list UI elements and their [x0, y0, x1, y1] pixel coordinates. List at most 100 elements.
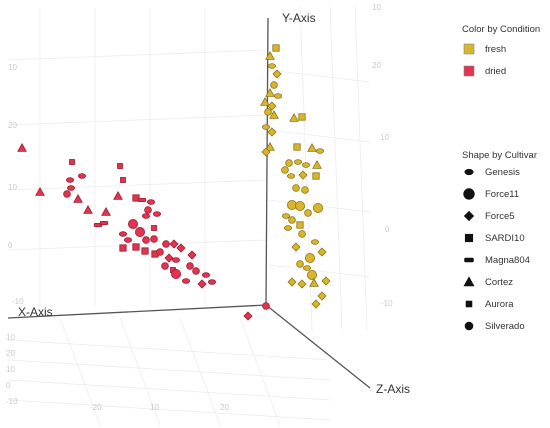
floor-tick-label: 0	[6, 381, 11, 390]
data-point-dried	[120, 177, 126, 183]
data-point-dried	[152, 211, 161, 217]
floor-tick-label: 20	[220, 403, 229, 412]
data-point-fresh	[296, 260, 304, 268]
legend-label: Force11	[485, 188, 520, 200]
data-point-dried	[127, 218, 138, 229]
y-side-tick-label: 10	[8, 183, 17, 192]
z-axis-line	[265, 304, 371, 389]
data-point-fresh	[272, 69, 282, 79]
data-point-fresh	[302, 265, 311, 271]
data-point-fresh	[317, 291, 327, 301]
data-point-dried	[117, 163, 123, 169]
data-point-fresh	[285, 159, 293, 167]
data-point-fresh	[261, 124, 270, 130]
data-point-fresh	[304, 252, 315, 263]
data-point-dried	[141, 213, 150, 219]
legend-swatch	[463, 65, 475, 77]
data-point-dried	[170, 268, 181, 279]
data-point-fresh	[321, 276, 331, 286]
data-point-fresh	[267, 63, 276, 69]
data-point-dried	[17, 142, 27, 152]
data-point-fresh	[317, 247, 327, 257]
legend-label: Aurora	[485, 298, 514, 310]
data-point-fresh	[306, 269, 317, 280]
grid-line	[7, 114, 267, 126]
z-side-tick-label: 10	[380, 133, 389, 142]
floor-tick-label: 10	[150, 403, 159, 412]
legend-shape-marker	[463, 210, 475, 222]
z-side-tick-label: 0	[385, 225, 390, 234]
legend-swatch-square	[463, 43, 475, 55]
scatter-3d-plot: 10 20 10 0 -10 10 20 10 0 -10 10 20 10 0 -10 -20 10 20 X-…	[6, 3, 410, 426]
legend-shape	[464, 233, 474, 243]
legend-label: Genesis	[485, 166, 520, 178]
floor-tick-label: -10	[6, 397, 18, 406]
data-point-dried	[66, 177, 75, 183]
data-point-fresh	[296, 221, 304, 229]
grid-line	[354, 5, 368, 331]
y-axis-name: Y-Axis	[282, 11, 316, 25]
legend-item-silverado: Silverado	[462, 319, 525, 333]
legend-item-magna804: Magna804	[462, 253, 530, 267]
legend-item-dried: dried	[462, 64, 506, 78]
legend-panel: Color by Condition fresh dried Shape by C…	[440, 0, 550, 428]
data-point-dried	[207, 279, 216, 285]
data-point-dried	[63, 190, 71, 198]
legend-shape-marker	[464, 321, 474, 331]
legend-shape-marker	[463, 276, 475, 287]
data-point-dried	[197, 279, 207, 289]
legend-item-fresh: fresh	[462, 42, 506, 56]
data-point-dried	[146, 199, 155, 205]
data-point-dried	[150, 235, 158, 243]
data-point-dried	[164, 253, 174, 263]
legend-shape	[464, 257, 474, 263]
data-point-dried	[69, 159, 75, 165]
data-point-fresh	[293, 143, 301, 151]
legend-item-aurora: Aurora	[462, 297, 514, 311]
data-point-dried	[243, 311, 253, 321]
data-point-dried	[101, 206, 111, 216]
z-side-tick-label: 10	[372, 3, 381, 12]
data-point-fresh	[315, 148, 324, 154]
grid-line	[7, 339, 331, 361]
data-point-fresh	[265, 87, 275, 97]
data-point-dried	[187, 250, 197, 260]
data-point-fresh	[307, 142, 317, 152]
legend-label: Magna804	[485, 254, 530, 266]
data-point-dried	[132, 243, 140, 251]
legend-label: fresh	[485, 43, 507, 55]
data-point-fresh	[270, 81, 278, 89]
data-point-fresh	[260, 96, 270, 106]
data-point-dried	[124, 237, 133, 243]
data-point-dried	[119, 231, 128, 237]
data-point-fresh	[267, 127, 277, 137]
legend-shape	[464, 168, 474, 176]
y-side-tick-label: -10	[12, 297, 24, 306]
data-point-fresh	[298, 230, 306, 238]
legend-item-genesis: Genesis	[462, 165, 520, 179]
data-point-fresh	[301, 162, 310, 168]
x-axis-name: X-Axis	[18, 305, 53, 319]
legend-shape-marker	[464, 233, 474, 243]
y-side-tick-label: 0	[8, 241, 13, 250]
data-point-fresh	[267, 101, 277, 111]
legend-shape-marker	[464, 168, 474, 176]
floor-tick-label: 10	[6, 333, 15, 342]
data-point-dried	[141, 247, 149, 255]
points-layer	[17, 44, 331, 321]
grid-line	[267, 69, 371, 83]
data-point-fresh	[292, 184, 300, 192]
legend-label: Silverado	[485, 320, 525, 332]
x-axis-line	[7, 304, 267, 319]
data-point-dried	[192, 267, 200, 275]
data-point-fresh	[312, 159, 322, 169]
data-point-fresh	[287, 277, 297, 287]
data-point-fresh	[273, 93, 282, 99]
data-point-fresh	[265, 50, 275, 60]
legend-label: dried	[485, 65, 507, 77]
legend-swatch-square	[463, 65, 475, 77]
data-point-dried	[137, 197, 147, 202]
legend-item-force11: Force11	[462, 187, 519, 201]
data-point-dried	[113, 190, 123, 200]
data-point-dried	[78, 173, 87, 179]
